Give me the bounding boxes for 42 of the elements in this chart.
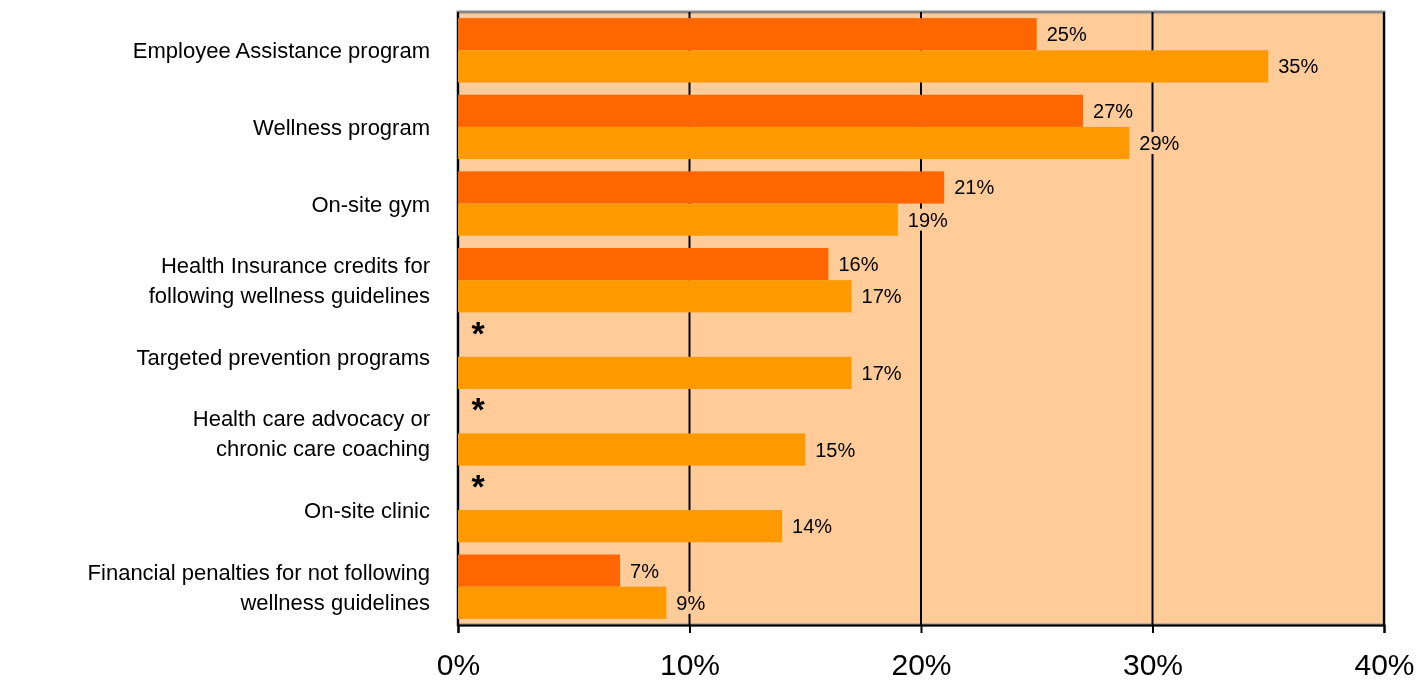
x-tick-label: 10% (659, 648, 721, 681)
bar (458, 356, 852, 389)
bar (458, 248, 829, 281)
y-tick-label: Financial penalties for not following wellness guidelines (87, 559, 430, 615)
bar (458, 510, 783, 543)
data-label: 27% (1093, 99, 1134, 122)
data-label: 17% (861, 285, 902, 308)
data-label: 21% (954, 176, 995, 199)
bar (458, 554, 621, 587)
data-label: 9% (676, 591, 706, 614)
y-tick-label: Health Insurance credits for following wellness guidelines (148, 253, 430, 309)
annotation: * (471, 466, 486, 505)
bar (458, 433, 806, 466)
y-tick-label: Employee Assistance program (132, 38, 430, 64)
data-label: 29% (1139, 132, 1180, 155)
bar (458, 171, 945, 204)
bar (458, 203, 898, 236)
x-tick-label: 30% (1122, 648, 1184, 681)
data-label: 19% (907, 208, 949, 231)
x-tick-label: 20% (891, 648, 952, 681)
bar (458, 586, 667, 619)
data-label: 35% (1278, 55, 1319, 78)
bar (458, 280, 852, 313)
data-label: 17% (861, 361, 902, 384)
bar (458, 18, 1037, 51)
annotation: * (471, 313, 486, 352)
y-tick-label: On-site clinic (304, 498, 430, 524)
bar (458, 94, 1084, 127)
y-tick-label: Wellness program (253, 114, 430, 140)
y-tick-label: Health care advocacy or chronic care coaching (192, 406, 430, 462)
bar (458, 50, 1269, 83)
x-tick-label: 0% (436, 648, 481, 681)
data-label: 16% (838, 253, 879, 276)
y-tick-label: On-site gym (311, 191, 430, 217)
annotation: * (471, 390, 486, 429)
data-label: 25% (1046, 23, 1087, 46)
x-tick-label: 40% (1354, 648, 1415, 681)
y-tick-label: Targeted prevention programs (136, 344, 430, 370)
data-label: 7% (630, 559, 660, 582)
data-label: 14% (792, 515, 833, 538)
data-label: 15% (815, 438, 856, 461)
bar (458, 126, 1130, 160)
